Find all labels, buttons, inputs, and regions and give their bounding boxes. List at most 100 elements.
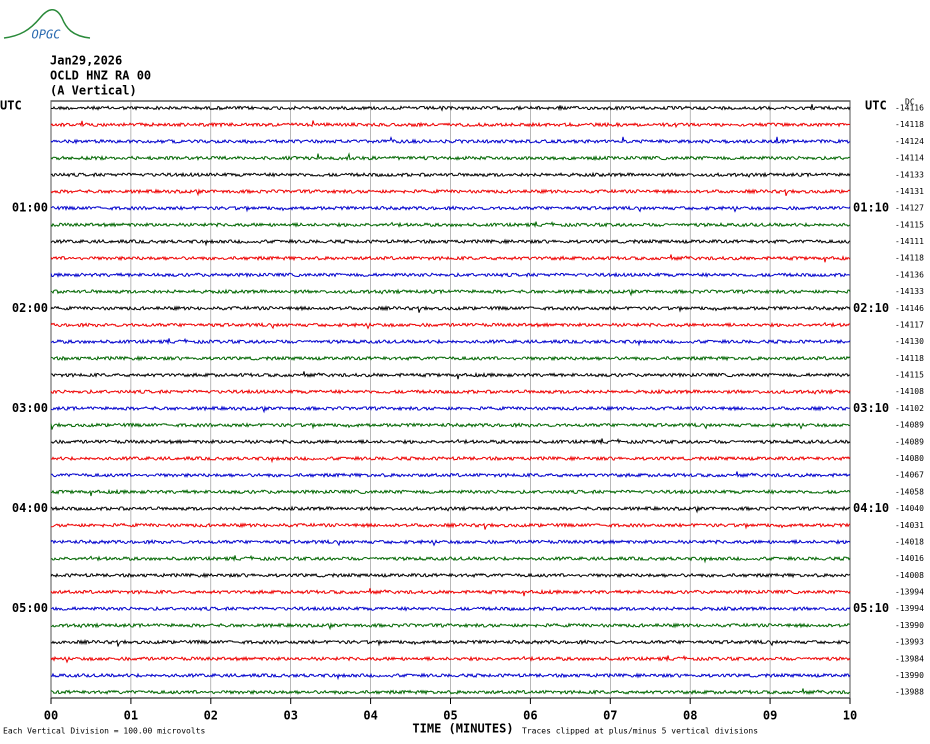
trace-offset: -13990 xyxy=(895,621,924,630)
trace xyxy=(50,254,851,263)
x-tick-label: 00 xyxy=(44,709,58,723)
right-time-label: UTC xyxy=(865,99,887,113)
trace-offset: -14040 xyxy=(895,504,924,513)
trace-offset: -14115 xyxy=(895,371,924,380)
trace xyxy=(50,471,851,479)
trace xyxy=(50,588,851,597)
right-time-label: 05:10 xyxy=(853,601,889,615)
trace-offset: -14127 xyxy=(895,204,924,213)
trace-offset: -13994 xyxy=(895,604,924,613)
trace xyxy=(50,271,851,278)
right-time-label: 01:10 xyxy=(853,201,889,215)
x-label: TIME (MINUTES) xyxy=(412,722,513,736)
x-tick-label: 02 xyxy=(204,709,218,723)
trace xyxy=(50,238,851,247)
trace xyxy=(50,355,851,362)
x-tick-label: 01 xyxy=(124,709,138,723)
x-tick-label: 06 xyxy=(523,709,537,723)
trace xyxy=(50,288,851,297)
trace-offset: -14133 xyxy=(895,287,924,296)
trace-offset: -14080 xyxy=(895,454,924,463)
trace xyxy=(50,654,851,664)
trace xyxy=(50,622,851,631)
trace-offset: -14089 xyxy=(895,437,924,446)
station: OCLD HNZ RA 00 xyxy=(50,69,151,83)
left-time-label: 05:00 xyxy=(12,601,48,615)
trace-offset: -14130 xyxy=(895,337,924,346)
trace-offset: -14008 xyxy=(895,571,924,580)
dc-label: DC xyxy=(905,98,915,107)
x-tick-label: 04 xyxy=(363,709,377,723)
trace xyxy=(50,488,851,497)
trace xyxy=(50,305,851,313)
trace-offset: -14118 xyxy=(895,354,924,363)
trace-offset: -14118 xyxy=(895,120,924,129)
trace xyxy=(50,505,851,514)
trace xyxy=(50,405,851,414)
trace xyxy=(50,422,851,430)
trace-offset: -14133 xyxy=(895,170,924,179)
trace-offset: -14115 xyxy=(895,220,924,229)
trace-offset: -14124 xyxy=(895,137,924,146)
clip-note: Traces clipped at plus/minus 5 vertical … xyxy=(522,727,758,736)
left-time-label: 02:00 xyxy=(12,301,48,315)
trace xyxy=(50,205,851,213)
trace-offset: -13984 xyxy=(895,654,924,663)
x-tick-label: 05 xyxy=(443,709,457,723)
trace xyxy=(50,135,851,145)
logo: OPGC xyxy=(3,9,91,42)
trace xyxy=(50,152,851,162)
trace xyxy=(50,672,851,681)
component: (A Vertical) xyxy=(50,84,137,98)
trace-offset: -13994 xyxy=(895,588,924,597)
trace-offset: -14131 xyxy=(895,187,924,196)
trace-offset: -14031 xyxy=(895,521,924,530)
x-tick-label: 03 xyxy=(283,709,297,723)
trace-offset: -14108 xyxy=(895,387,924,396)
trace xyxy=(50,572,851,579)
trace-offset: -14116 xyxy=(895,104,924,113)
trace xyxy=(50,388,851,395)
right-time-label: 02:10 xyxy=(853,301,889,315)
trace xyxy=(50,437,851,446)
x-tick-label: 09 xyxy=(763,709,777,723)
trace xyxy=(50,538,851,547)
trace xyxy=(50,321,851,330)
trace-offset: -14016 xyxy=(895,554,924,563)
trace xyxy=(50,688,851,696)
trace xyxy=(50,455,851,464)
left-time-label: 01:00 xyxy=(12,201,48,215)
trace xyxy=(50,104,851,112)
trace xyxy=(50,638,851,647)
trace-offset: -14018 xyxy=(895,537,924,546)
trace-offset: -14102 xyxy=(895,404,924,413)
left-time-label: 04:00 xyxy=(12,501,48,515)
trace-offset: -14118 xyxy=(895,254,924,263)
right-time-label: 03:10 xyxy=(853,401,889,415)
trace-offset: -13993 xyxy=(895,638,924,647)
trace xyxy=(50,120,851,129)
right-time-label: 04:10 xyxy=(853,501,889,515)
trace-offset: -13990 xyxy=(895,671,924,680)
trace-offset: -14111 xyxy=(895,237,924,246)
scale-note: Each Vertical Division = 100.00 microvol… xyxy=(3,727,205,736)
trace xyxy=(50,371,851,380)
left-time-label: UTC xyxy=(0,99,22,113)
trace xyxy=(50,337,851,347)
trace xyxy=(51,522,851,530)
trace-offset: -14058 xyxy=(895,487,924,496)
x-tick-label: 10 xyxy=(843,709,857,723)
trace xyxy=(50,221,851,229)
trace-offset: -14089 xyxy=(895,421,924,430)
trace-offset: -14117 xyxy=(895,320,924,329)
date: Jan29,2026 xyxy=(50,54,122,68)
trace-offset: -14146 xyxy=(895,304,924,313)
left-time-label: 03:00 xyxy=(12,401,48,415)
x-tick-label: 08 xyxy=(683,709,697,723)
trace xyxy=(50,554,851,564)
logo-text: OPGC xyxy=(32,28,62,42)
x-tick-label: 07 xyxy=(603,709,617,723)
trace xyxy=(50,171,851,178)
trace xyxy=(50,605,851,612)
